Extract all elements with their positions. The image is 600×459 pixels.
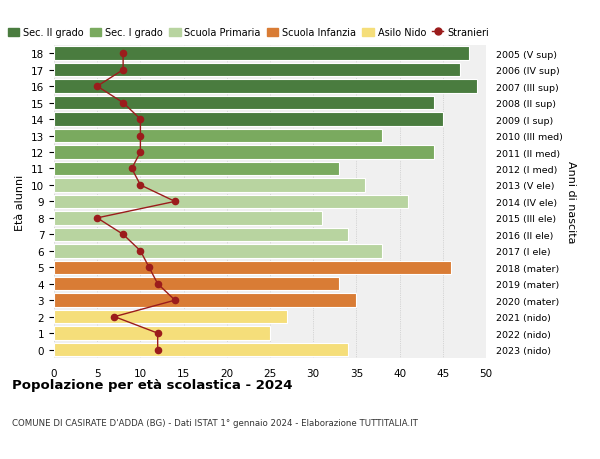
- Point: [136, 133, 145, 140]
- Point: [153, 330, 163, 337]
- Point: [118, 50, 128, 58]
- Bar: [54, 64, 460, 77]
- Bar: [54, 195, 408, 209]
- Point: [118, 67, 128, 74]
- Point: [153, 346, 163, 353]
- Bar: [54, 310, 287, 324]
- Point: [170, 198, 180, 206]
- Point: [136, 247, 145, 255]
- Text: Popolazione per età scolastica - 2024: Popolazione per età scolastica - 2024: [12, 379, 293, 392]
- Bar: [54, 179, 365, 192]
- Point: [144, 264, 154, 271]
- Bar: [54, 80, 478, 94]
- Point: [92, 83, 102, 90]
- Point: [136, 149, 145, 157]
- Point: [92, 215, 102, 222]
- Point: [136, 182, 145, 189]
- Point: [118, 100, 128, 107]
- Bar: [54, 47, 469, 61]
- Point: [110, 313, 119, 321]
- Bar: [54, 261, 451, 274]
- Bar: [54, 327, 270, 340]
- Bar: [54, 129, 382, 143]
- Point: [170, 297, 180, 304]
- Legend: Sec. II grado, Sec. I grado, Scuola Primaria, Scuola Infanzia, Asilo Nido, Stran: Sec. II grado, Sec. I grado, Scuola Prim…: [8, 28, 489, 38]
- Y-axis label: Età alunni: Età alunni: [16, 174, 25, 230]
- Bar: [54, 294, 356, 307]
- Bar: [54, 245, 382, 258]
- Point: [127, 165, 137, 173]
- Y-axis label: Anni di nascita: Anni di nascita: [566, 161, 577, 243]
- Bar: [54, 343, 348, 357]
- Bar: [54, 228, 348, 241]
- Bar: [54, 277, 339, 291]
- Text: COMUNE DI CASIRATE D'ADDA (BG) - Dati ISTAT 1° gennaio 2024 - Elaborazione TUTTI: COMUNE DI CASIRATE D'ADDA (BG) - Dati IS…: [12, 418, 418, 427]
- Bar: [54, 113, 443, 127]
- Bar: [54, 212, 322, 225]
- Bar: [54, 162, 339, 176]
- Bar: [54, 146, 434, 159]
- Point: [118, 231, 128, 239]
- Point: [153, 280, 163, 288]
- Point: [136, 116, 145, 123]
- Bar: [54, 97, 434, 110]
